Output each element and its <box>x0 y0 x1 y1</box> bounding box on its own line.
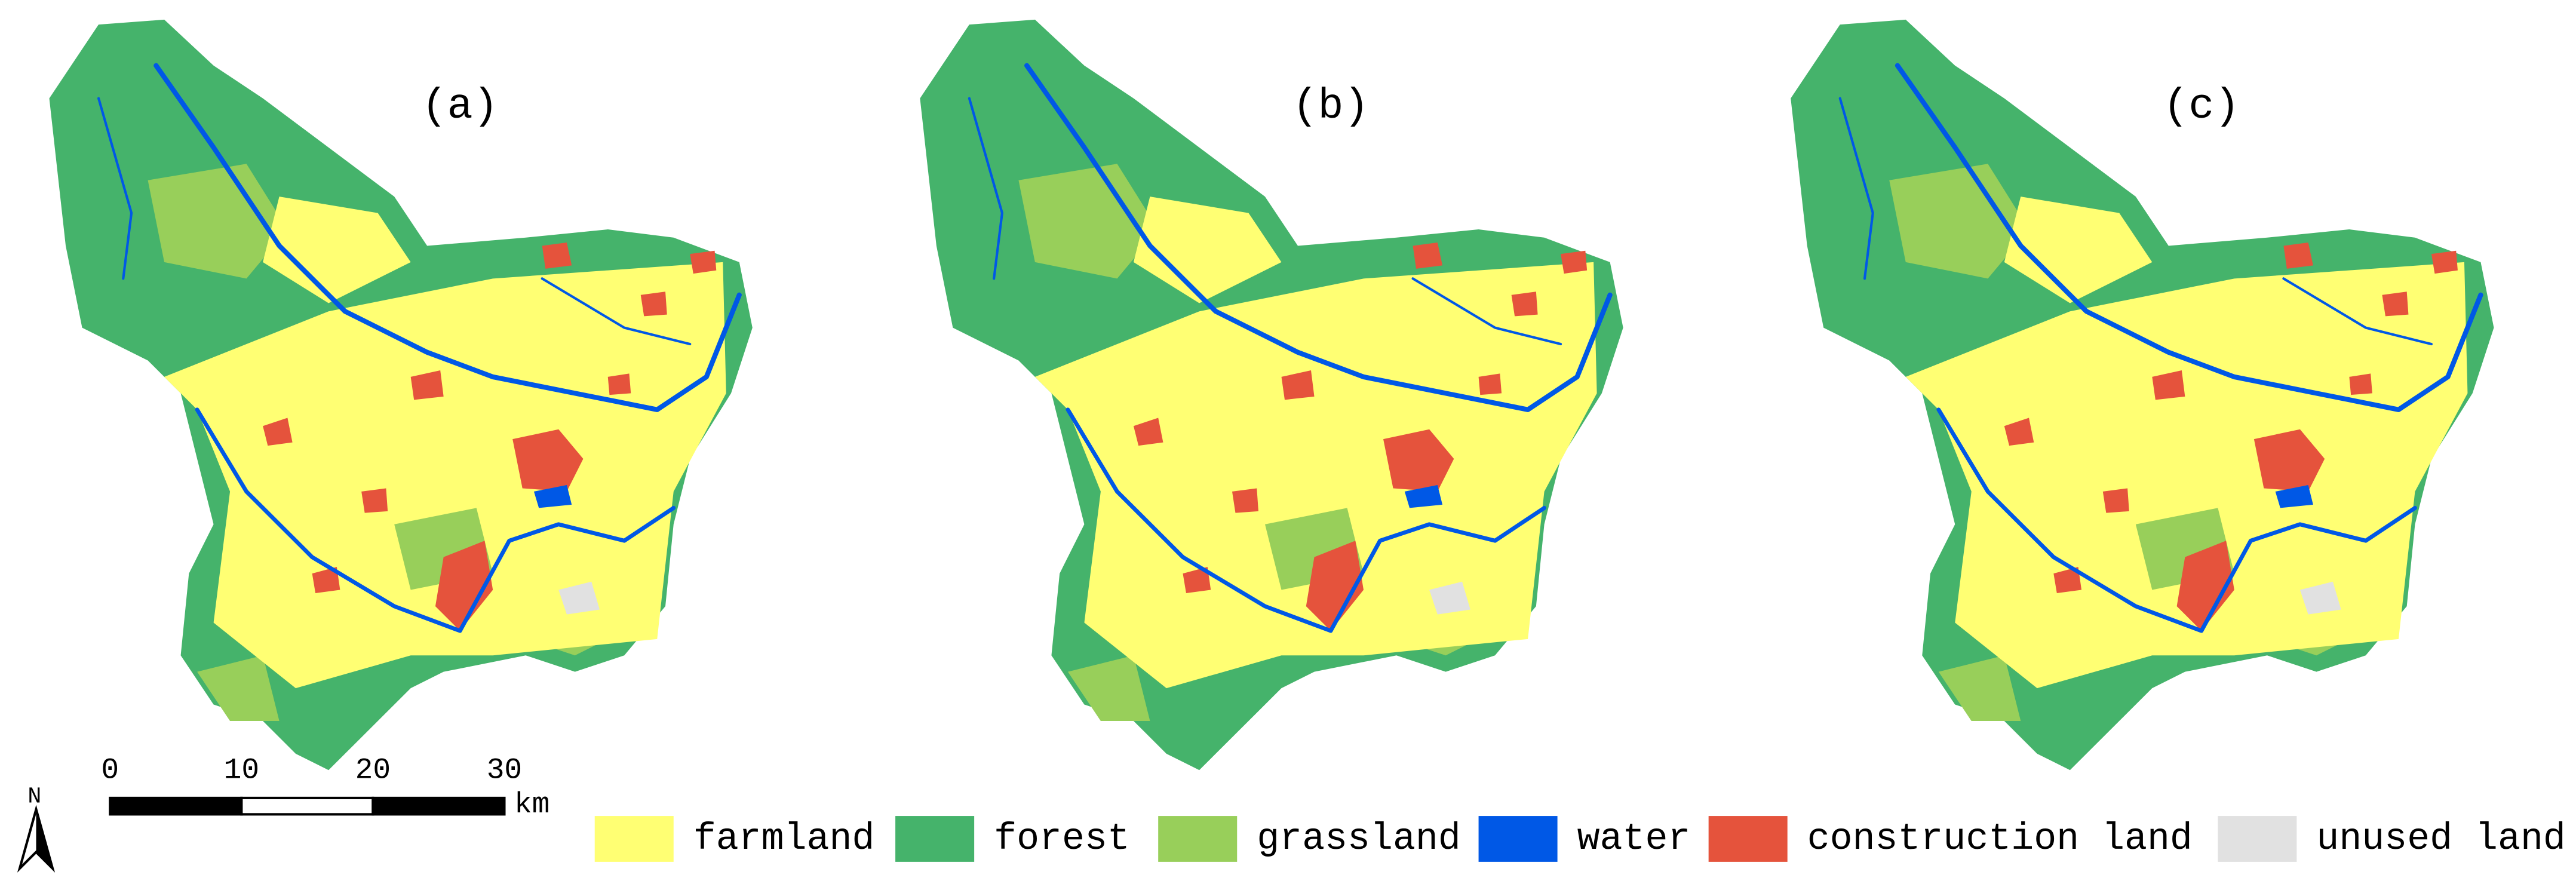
legend-swatch <box>1478 816 1558 862</box>
legend-label: farmland <box>693 817 875 860</box>
legend-swatch <box>1708 816 1788 862</box>
north-label: N <box>27 783 41 809</box>
scale-segment <box>240 796 374 816</box>
legend-label: water <box>1577 817 1691 860</box>
legend-swatch <box>1158 816 1238 862</box>
north-arrow <box>36 809 53 869</box>
map-panel <box>50 20 753 770</box>
legend-label: construction land <box>1807 817 2193 860</box>
legend-label: forest <box>994 817 1130 860</box>
legend-swatch <box>2218 816 2297 862</box>
map-panel <box>920 20 1623 770</box>
legend: farmland forest grassland water construction… <box>594 816 2566 862</box>
scale-label: 10 <box>224 753 259 787</box>
map-panel <box>1791 20 2494 770</box>
scale-label: 0 <box>101 753 119 787</box>
scale-segment <box>109 796 243 816</box>
legend-swatch <box>594 816 674 862</box>
legend-label: unused land <box>2316 817 2565 860</box>
scale-label: 30 <box>487 753 522 787</box>
panel-label: (a) <box>422 83 499 131</box>
legend-swatch <box>895 816 975 862</box>
scale-segment <box>371 796 506 816</box>
scale-label: 20 <box>355 753 391 787</box>
panel-label: (c) <box>2163 83 2240 131</box>
panel-label: (b) <box>1292 83 1370 131</box>
legend-label: grassland <box>1257 817 1461 860</box>
scale-unit: km <box>514 788 549 821</box>
